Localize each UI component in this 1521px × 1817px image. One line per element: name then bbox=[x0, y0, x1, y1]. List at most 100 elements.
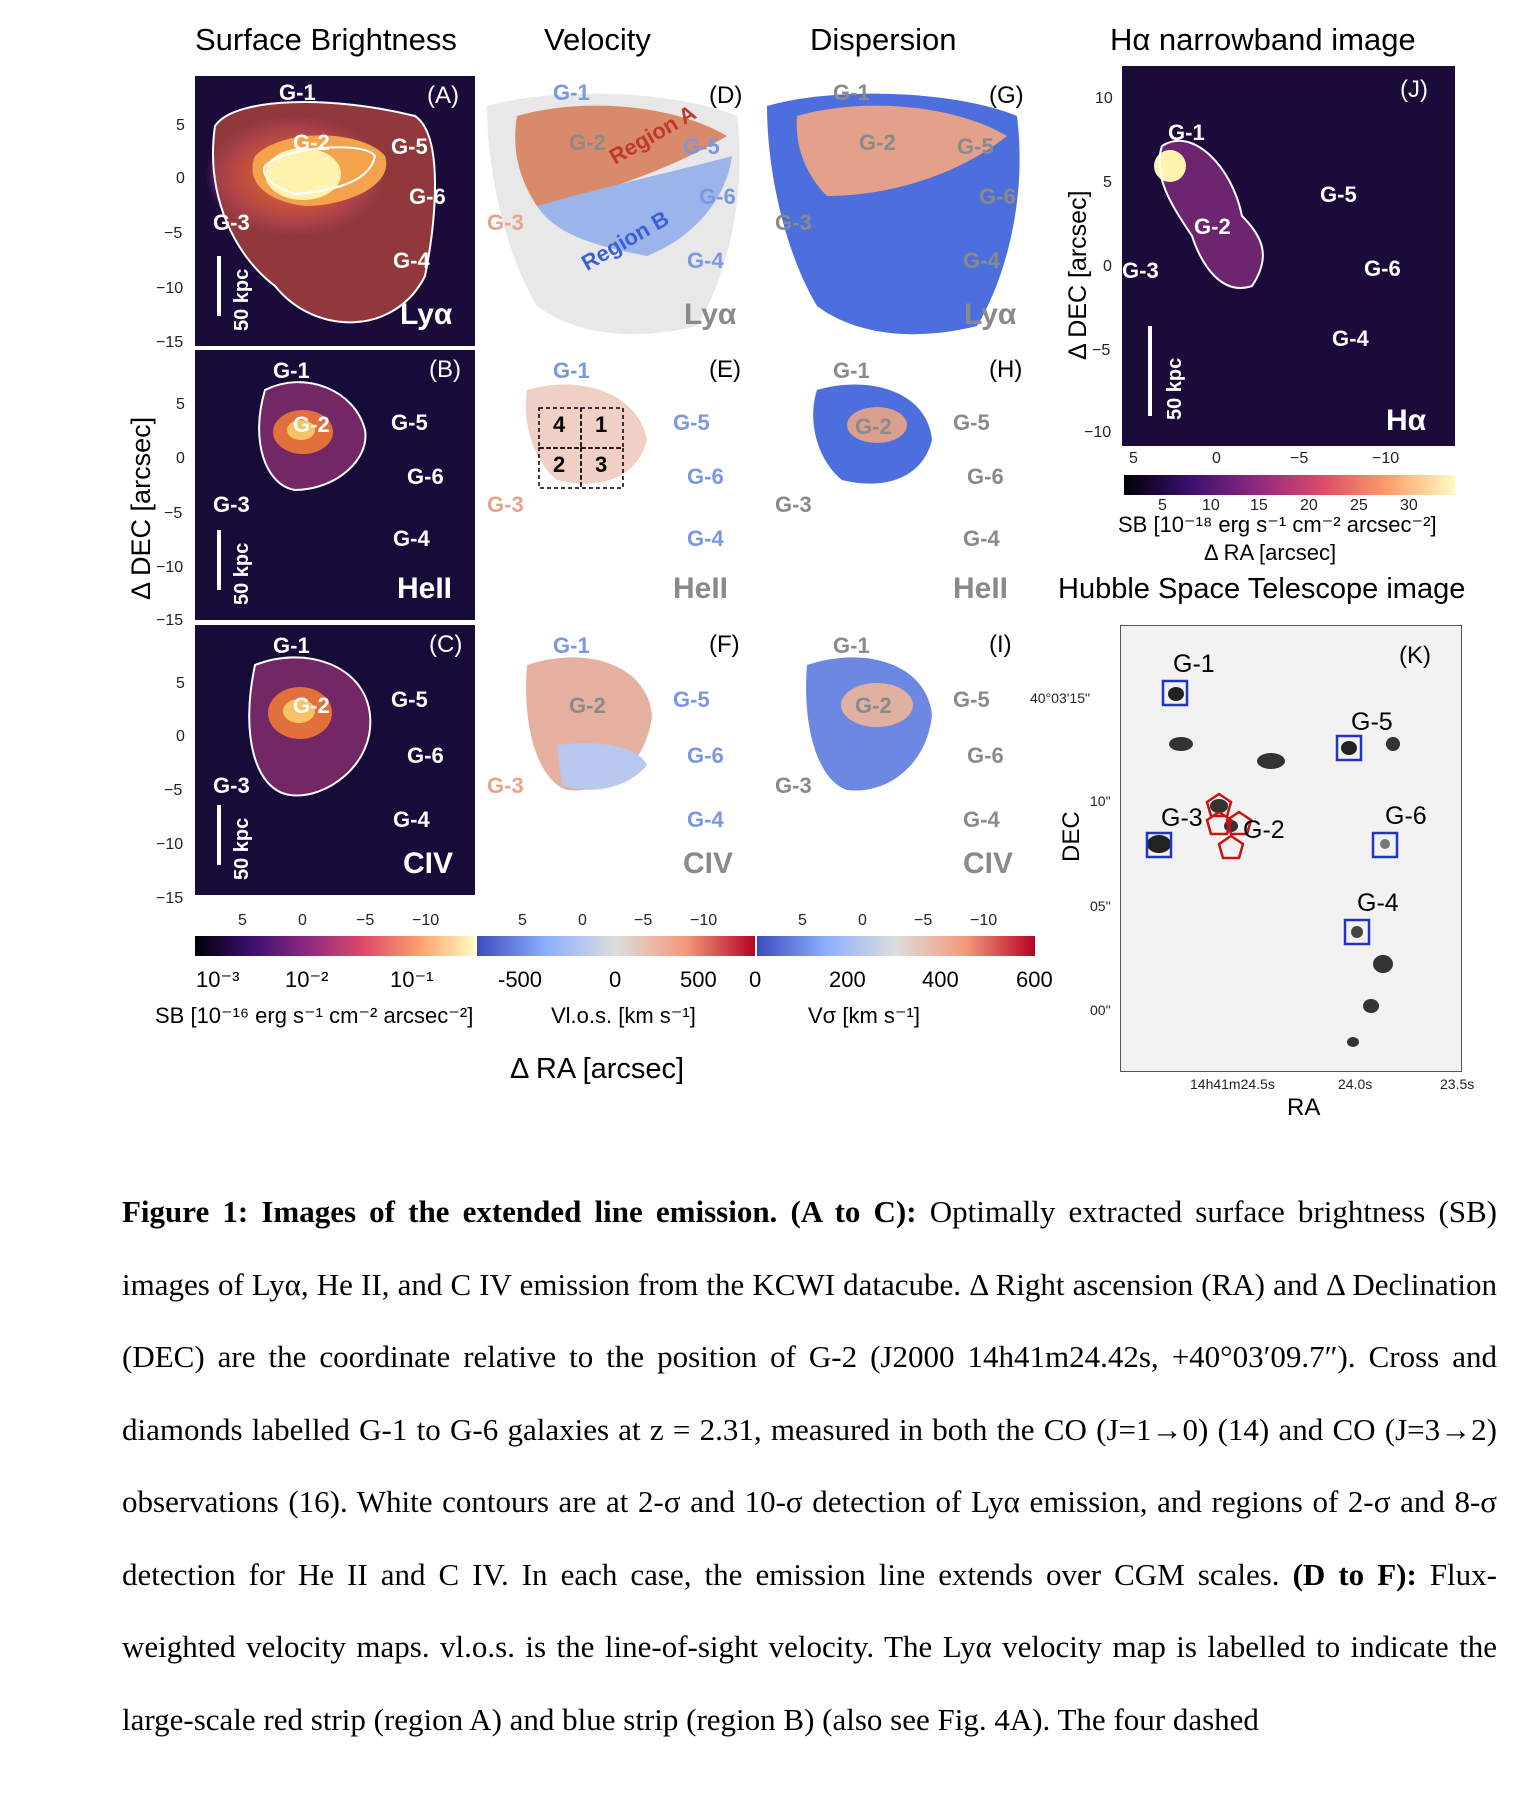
galaxy-label-g6: G-6 bbox=[967, 743, 1004, 768]
caption-head-a-c: (A to C): bbox=[790, 1194, 917, 1229]
panel-k-hst: (K) G-1 G-2 G-3 G-4 G-5 G-6 bbox=[1120, 625, 1462, 1072]
cb-disp-tick: 400 bbox=[922, 967, 959, 992]
galaxy-label-g3: G-3 bbox=[213, 773, 250, 798]
scale-bar-label: 50 kpc bbox=[231, 817, 253, 880]
panel-letter-e: (E) bbox=[709, 356, 741, 383]
galaxy-label-g5: G-5 bbox=[391, 687, 428, 712]
galaxy-label-g1: G-1 bbox=[273, 358, 310, 383]
galaxy-label-g3: G-3 bbox=[775, 773, 812, 798]
galaxy-label-g1: G-1 bbox=[833, 80, 870, 105]
hst-y-tick: 40°03'15" bbox=[1030, 690, 1090, 706]
x-tick: −10 bbox=[970, 912, 998, 929]
ha-x-tick: 5 bbox=[1129, 450, 1138, 467]
line-tag-lya: Lyα bbox=[400, 298, 453, 331]
panel-f-civ-velocity: (F) G-1 G-2 G-3 G-4 G-5 G-6 CIV bbox=[477, 625, 755, 895]
scale-bar bbox=[217, 805, 221, 865]
y-tick: −5 bbox=[164, 225, 183, 242]
cb-disp-tick: 200 bbox=[829, 967, 866, 992]
galaxy-label-g2: G-2 bbox=[855, 693, 892, 718]
hst-x-tick: 24.0s bbox=[1338, 1076, 1373, 1092]
line-tag-civ: CIV bbox=[963, 847, 1014, 880]
galaxy-label-g1: G-1 bbox=[1168, 120, 1205, 145]
y-tick: 0 bbox=[176, 728, 185, 745]
line-tag-ha: Hα bbox=[1386, 404, 1427, 437]
cb-ha-tick: 20 bbox=[1300, 497, 1318, 514]
ha-x-tick: −10 bbox=[1372, 450, 1400, 467]
galaxy-label-g1: G-1 bbox=[273, 633, 310, 658]
panel-letter-j: (J) bbox=[1400, 76, 1428, 103]
panel-h-heii-dispersion: (H) G-1 G-2 G-3 G-4 G-5 G-6 HeII bbox=[757, 350, 1035, 620]
x-tick: −10 bbox=[690, 912, 718, 929]
figure-caption: Figure 1: Images of the extended line em… bbox=[122, 1176, 1497, 1756]
x-tick: −5 bbox=[914, 912, 933, 929]
hst-xlabel: RA bbox=[1287, 1094, 1321, 1121]
panel-i-civ-dispersion: (I) G-1 G-2 G-3 G-4 G-5 G-6 CIV bbox=[757, 625, 1035, 895]
panel-letter-b: (B) bbox=[429, 356, 461, 383]
cb-ha-tick: 30 bbox=[1400, 497, 1418, 514]
y-tick: −5 bbox=[164, 782, 183, 799]
line-tag-civ: CIV bbox=[403, 847, 454, 880]
title-dispersion: Dispersion bbox=[810, 22, 957, 57]
galaxy-label-g1: G-1 bbox=[833, 633, 870, 658]
galaxy-label-g2: G-2 bbox=[569, 130, 606, 155]
y-tick: −15 bbox=[156, 890, 184, 907]
galaxy-label-g3: G-3 bbox=[213, 210, 250, 235]
colorbar-sb bbox=[195, 936, 475, 956]
y-tick: −10 bbox=[156, 836, 184, 853]
panel-letter-i: (I) bbox=[989, 631, 1012, 658]
x-tick: 0 bbox=[298, 912, 307, 929]
ha-y-tick: 5 bbox=[1103, 174, 1112, 191]
panel-letter-h: (H) bbox=[989, 356, 1023, 383]
panel-letter-k: (K) bbox=[1399, 642, 1431, 669]
line-tag-heii: HeII bbox=[673, 572, 729, 605]
x-tick: −5 bbox=[356, 912, 375, 929]
cb-vel-tick: 0 bbox=[609, 967, 622, 992]
cb-vel-tick: 500 bbox=[680, 967, 717, 992]
hst-label-g4: G-4 bbox=[1357, 889, 1399, 917]
x-tick: 5 bbox=[518, 912, 527, 929]
ha-ylabel: Δ DEC [arcsec] bbox=[1064, 190, 1092, 360]
panel-b-heii-sb: (B) G-1 G-2 G-3 G-4 G-5 G-6 HeII 50 kpc bbox=[195, 350, 475, 620]
galaxy-label-g6: G-6 bbox=[687, 743, 724, 768]
cb-disp-tick: 600 bbox=[1016, 967, 1053, 992]
cb-ha-tick: 10 bbox=[1202, 497, 1220, 514]
y-tick: 5 bbox=[176, 117, 185, 134]
galaxy-label-g5: G-5 bbox=[683, 134, 720, 159]
y-tick: −5 bbox=[164, 505, 183, 522]
galaxy-label-g4: G-4 bbox=[1332, 326, 1369, 351]
galaxy-label-g6: G-6 bbox=[699, 184, 736, 209]
hst-x-tick: 23.5s bbox=[1440, 1076, 1475, 1092]
galaxy-label-g5: G-5 bbox=[673, 410, 710, 435]
cb-ha-tick: 15 bbox=[1250, 497, 1268, 514]
cb-ha-tick: 25 bbox=[1350, 497, 1368, 514]
x-tick: 5 bbox=[798, 912, 807, 929]
galaxy-label-g1: G-1 bbox=[553, 358, 590, 383]
galaxy-label-g5: G-5 bbox=[953, 410, 990, 435]
panel-letter-c: (C) bbox=[429, 631, 463, 658]
y-tick: −15 bbox=[156, 612, 184, 629]
hst-ylabel: DEC bbox=[1058, 811, 1085, 862]
galaxy-label-g3: G-3 bbox=[775, 210, 812, 235]
line-tag-lya: Lyα bbox=[964, 298, 1017, 331]
galaxy-label-g3: G-3 bbox=[775, 492, 812, 517]
galaxy-label-g6: G-6 bbox=[407, 743, 444, 768]
caption-body-d-f: Flux-weighted velocity maps. vl.o.s. is … bbox=[122, 1556, 1497, 1737]
galaxy-label-g6: G-6 bbox=[409, 184, 446, 209]
cb-ha-xlabel: Δ RA [arcsec] bbox=[1204, 540, 1337, 565]
line-tag-heii: HeII bbox=[953, 572, 1009, 605]
ha-y-tick: 0 bbox=[1103, 258, 1112, 275]
y-tick: 5 bbox=[176, 675, 185, 692]
y-tick: −10 bbox=[156, 559, 184, 576]
title-hst: Hubble Space Telescope image bbox=[1058, 573, 1466, 605]
ha-y-tick: 10 bbox=[1095, 90, 1113, 107]
x-tick: −10 bbox=[412, 912, 440, 929]
galaxy-label-g2: G-2 bbox=[569, 693, 606, 718]
scale-bar bbox=[217, 256, 221, 316]
ha-y-tick: −10 bbox=[1084, 424, 1112, 441]
hst-y-tick: 00" bbox=[1090, 1002, 1111, 1018]
cb-disp-tick: 0 bbox=[749, 967, 762, 992]
panel-j-halpha: (J) G-1 G-2 G-3 G-4 G-5 G-6 Hα 50 kpc bbox=[1122, 66, 1455, 446]
galaxy-label-g5: G-5 bbox=[1320, 182, 1357, 207]
galaxy-label-g3: G-3 bbox=[1122, 258, 1159, 283]
hst-label-g6: G-6 bbox=[1385, 802, 1427, 830]
